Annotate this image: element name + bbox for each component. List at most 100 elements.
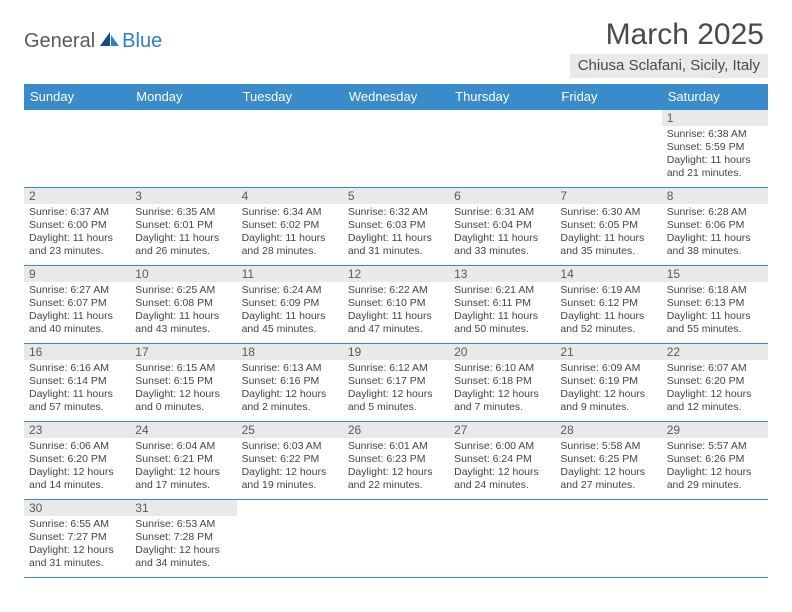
- month-title: March 2025: [570, 18, 768, 54]
- daylight-text: Daylight: 11 hours and 45 minutes.: [242, 310, 338, 336]
- daylight-text: Daylight: 12 hours and 14 minutes.: [29, 466, 125, 492]
- day-info: Sunrise: 6:24 AMSunset: 6:09 PMDaylight:…: [242, 284, 338, 337]
- daylight-text: Daylight: 12 hours and 22 minutes.: [348, 466, 444, 492]
- sunset-text: Sunset: 6:18 PM: [454, 375, 550, 388]
- day-info: Sunrise: 6:31 AMSunset: 6:04 PMDaylight:…: [454, 206, 550, 259]
- daylight-text: Daylight: 12 hours and 7 minutes.: [454, 388, 550, 414]
- day-info: Sunrise: 6:16 AMSunset: 6:14 PMDaylight:…: [29, 362, 125, 415]
- daylight-text: Daylight: 11 hours and 57 minutes.: [29, 388, 125, 414]
- calendar-week-row: 1Sunrise: 6:38 AMSunset: 5:59 PMDaylight…: [24, 110, 768, 188]
- sunset-text: Sunset: 6:04 PM: [454, 219, 550, 232]
- calendar-day-cell: 26Sunrise: 6:01 AMSunset: 6:23 PMDayligh…: [343, 422, 449, 500]
- daylight-text: Daylight: 12 hours and 0 minutes.: [135, 388, 231, 414]
- day-number: 13: [449, 266, 555, 282]
- sunset-text: Sunset: 6:06 PM: [667, 219, 763, 232]
- day-info: Sunrise: 6:27 AMSunset: 6:07 PMDaylight:…: [29, 284, 125, 337]
- day-number: 19: [343, 344, 449, 360]
- calendar-day-cell: [555, 500, 661, 578]
- calendar-day-cell: 28Sunrise: 5:58 AMSunset: 6:25 PMDayligh…: [555, 422, 661, 500]
- daylight-text: Daylight: 12 hours and 31 minutes.: [29, 544, 125, 570]
- sunset-text: Sunset: 6:00 PM: [29, 219, 125, 232]
- daylight-text: Daylight: 11 hours and 52 minutes.: [560, 310, 656, 336]
- calendar-day-cell: [449, 500, 555, 578]
- sunset-text: Sunset: 6:15 PM: [135, 375, 231, 388]
- day-number: 14: [555, 266, 661, 282]
- day-info: Sunrise: 6:25 AMSunset: 6:08 PMDaylight:…: [135, 284, 231, 337]
- sunrise-text: Sunrise: 6:30 AM: [560, 206, 656, 219]
- day-info: Sunrise: 6:22 AMSunset: 6:10 PMDaylight:…: [348, 284, 444, 337]
- day-info: Sunrise: 6:37 AMSunset: 6:00 PMDaylight:…: [29, 206, 125, 259]
- daylight-text: Daylight: 11 hours and 43 minutes.: [135, 310, 231, 336]
- sunrise-text: Sunrise: 6:00 AM: [454, 440, 550, 453]
- calendar-day-cell: 6 Sunrise: 6:31 AMSunset: 6:04 PMDaylight…: [449, 188, 555, 266]
- sunrise-text: Sunrise: 6:16 AM: [29, 362, 125, 375]
- calendar-week-row: 16Sunrise: 6:16 AMSunset: 6:14 PMDayligh…: [24, 344, 768, 422]
- day-number: 28: [555, 422, 661, 438]
- daylight-text: Daylight: 12 hours and 34 minutes.: [135, 544, 231, 570]
- sunrise-text: Sunrise: 6:24 AM: [242, 284, 338, 297]
- daylight-text: Daylight: 11 hours and 21 minutes.: [667, 154, 763, 180]
- day-info: Sunrise: 6:21 AMSunset: 6:11 PMDaylight:…: [454, 284, 550, 337]
- sunrise-text: Sunrise: 6:19 AM: [560, 284, 656, 297]
- calendar-week-row: 30Sunrise: 6:55 AMSunset: 7:27 PMDayligh…: [24, 500, 768, 578]
- sunset-text: Sunset: 6:14 PM: [29, 375, 125, 388]
- day-info: Sunrise: 6:06 AMSunset: 6:20 PMDaylight:…: [29, 440, 125, 493]
- day-number: 2: [24, 188, 130, 204]
- location-row: Chiusa Sclafani, Sicily, Italy: [570, 54, 768, 78]
- sunset-text: Sunset: 6:03 PM: [348, 219, 444, 232]
- day-number: 16: [24, 344, 130, 360]
- daylight-text: Daylight: 12 hours and 5 minutes.: [348, 388, 444, 414]
- day-info: Sunrise: 6:15 AMSunset: 6:15 PMDaylight:…: [135, 362, 231, 415]
- sunset-text: Sunset: 6:10 PM: [348, 297, 444, 310]
- day-info: Sunrise: 6:13 AMSunset: 6:16 PMDaylight:…: [242, 362, 338, 415]
- daylight-text: Daylight: 12 hours and 27 minutes.: [560, 466, 656, 492]
- weekday-header-row: SundayMondayTuesdayWednesdayThursdayFrid…: [24, 84, 768, 110]
- day-number: 11: [237, 266, 343, 282]
- day-number: 23: [24, 422, 130, 438]
- day-info: Sunrise: 6:00 AMSunset: 6:24 PMDaylight:…: [454, 440, 550, 493]
- sunrise-text: Sunrise: 6:21 AM: [454, 284, 550, 297]
- calendar-body: 1Sunrise: 6:38 AMSunset: 5:59 PMDaylight…: [24, 110, 768, 578]
- sunset-text: Sunset: 6:16 PM: [242, 375, 338, 388]
- sunrise-text: Sunrise: 6:07 AM: [667, 362, 763, 375]
- calendar-day-cell: [130, 110, 236, 188]
- day-info: Sunrise: 6:01 AMSunset: 6:23 PMDaylight:…: [348, 440, 444, 493]
- daylight-text: Daylight: 12 hours and 2 minutes.: [242, 388, 338, 414]
- day-number: 31: [130, 500, 236, 516]
- sunset-text: Sunset: 6:22 PM: [242, 453, 338, 466]
- weekday-header: Wednesday: [343, 84, 449, 110]
- day-number: 7: [555, 188, 661, 204]
- sunset-text: Sunset: 6:09 PM: [242, 297, 338, 310]
- day-info: Sunrise: 6:07 AMSunset: 6:20 PMDaylight:…: [667, 362, 763, 415]
- sunset-text: Sunset: 6:08 PM: [135, 297, 231, 310]
- day-number: 15: [662, 266, 768, 282]
- calendar-day-cell: [237, 110, 343, 188]
- calendar-day-cell: 21Sunrise: 6:09 AMSunset: 6:19 PMDayligh…: [555, 344, 661, 422]
- daylight-text: Daylight: 12 hours and 12 minutes.: [667, 388, 763, 414]
- daylight-text: Daylight: 11 hours and 31 minutes.: [348, 232, 444, 258]
- title-block: March 2025 Chiusa Sclafani, Sicily, Ital…: [570, 18, 768, 78]
- calendar-day-cell: 13 Sunrise: 6:21 AMSunset: 6:11 PMDayligh…: [449, 266, 555, 344]
- calendar-week-row: 23 Sunrise: 6:06 AMSunset: 6:20 PMDayligh…: [24, 422, 768, 500]
- daylight-text: Daylight: 11 hours and 38 minutes.: [667, 232, 763, 258]
- sunrise-text: Sunrise: 5:57 AM: [667, 440, 763, 453]
- weekday-header: Thursday: [449, 84, 555, 110]
- weekday-header: Friday: [555, 84, 661, 110]
- calendar-day-cell: 4Sunrise: 6:34 AMSunset: 6:02 PMDaylight…: [237, 188, 343, 266]
- calendar-day-cell: 1Sunrise: 6:38 AMSunset: 5:59 PMDaylight…: [662, 110, 768, 188]
- calendar-day-cell: 17Sunrise: 6:15 AMSunset: 6:15 PMDayligh…: [130, 344, 236, 422]
- weekday-header: Tuesday: [237, 84, 343, 110]
- weekday-header: Saturday: [662, 84, 768, 110]
- calendar-week-row: 2 Sunrise: 6:37 AMSunset: 6:00 PMDaylight…: [24, 188, 768, 266]
- sunrise-text: Sunrise: 6:04 AM: [135, 440, 231, 453]
- day-number: 10: [130, 266, 236, 282]
- calendar-day-cell: 19Sunrise: 6:12 AMSunset: 6:17 PMDayligh…: [343, 344, 449, 422]
- day-number: 6: [449, 188, 555, 204]
- calendar-day-cell: 18Sunrise: 6:13 AMSunset: 6:16 PMDayligh…: [237, 344, 343, 422]
- sunrise-text: Sunrise: 6:25 AM: [135, 284, 231, 297]
- day-info: Sunrise: 6:35 AMSunset: 6:01 PMDaylight:…: [135, 206, 231, 259]
- daylight-text: Daylight: 12 hours and 19 minutes.: [242, 466, 338, 492]
- calendar-day-cell: 5Sunrise: 6:32 AMSunset: 6:03 PMDaylight…: [343, 188, 449, 266]
- sunset-text: Sunset: 6:21 PM: [135, 453, 231, 466]
- daylight-text: Daylight: 11 hours and 33 minutes.: [454, 232, 550, 258]
